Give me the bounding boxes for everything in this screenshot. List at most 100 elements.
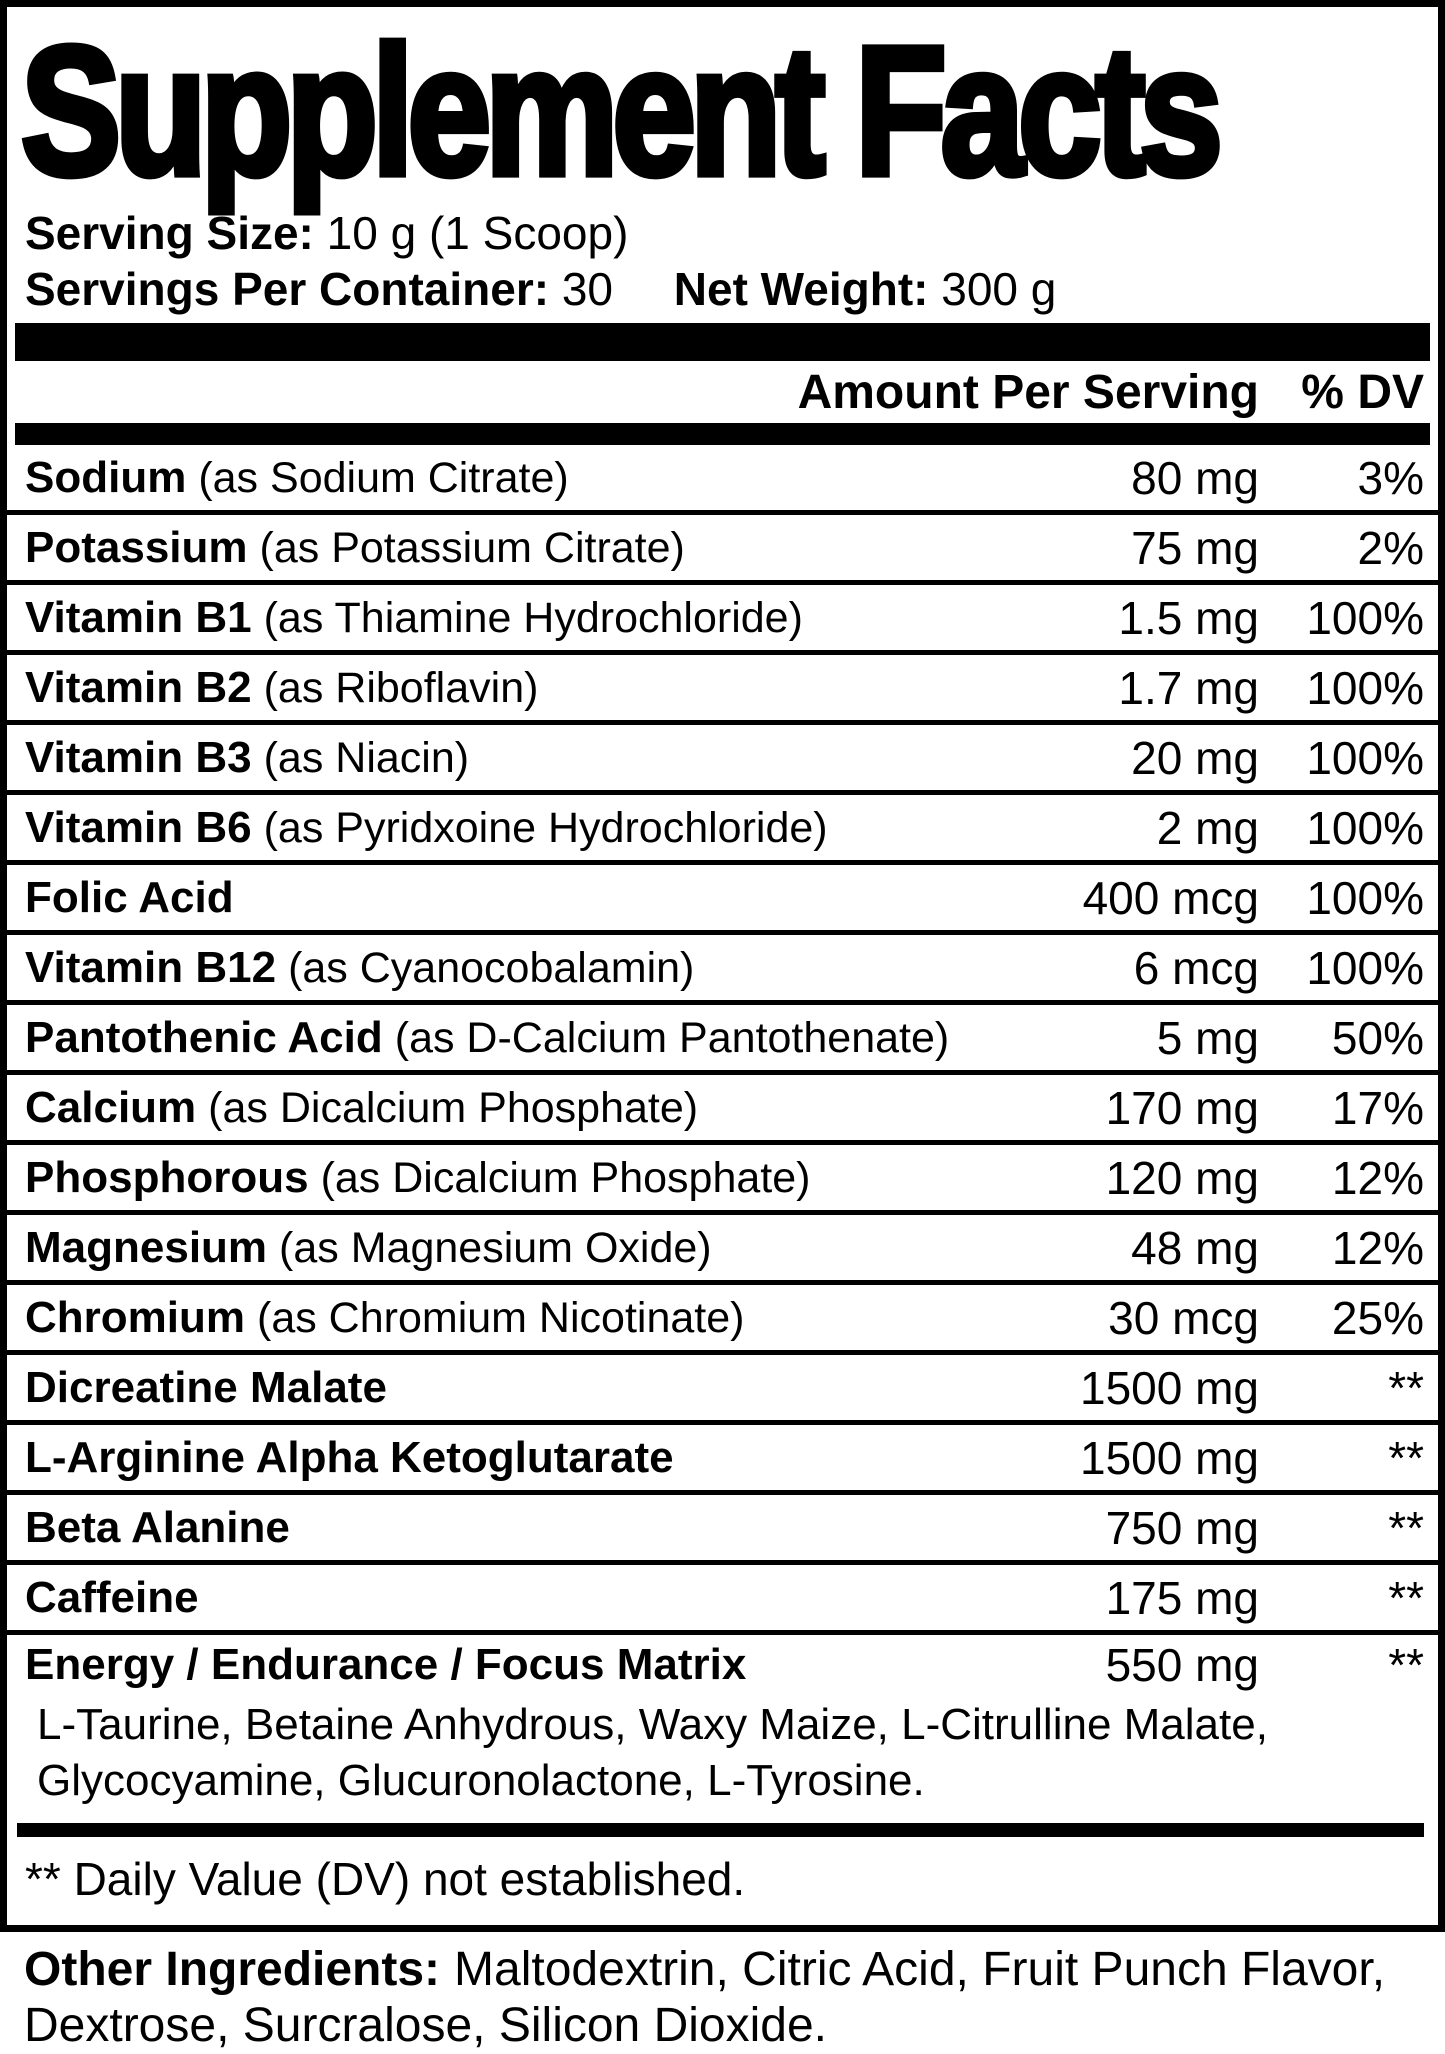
table-row: Sodium (as Sodium Citrate) 80 mg 3%	[7, 445, 1438, 515]
other-ingredients-section: Other Ingredients: Maltodextrin, Citric A…	[0, 1942, 1445, 2054]
ingredient-name: Calcium	[25, 1082, 197, 1132]
divider-bar-thin	[17, 1823, 1424, 1837]
ingredient-name-cell: Folic Acid	[25, 873, 1029, 923]
ingredient-amount: 1500 mg	[1079, 1431, 1259, 1484]
ingredient-name-cell: Vitamin B1 (as Thiamine Hydrochloride)	[25, 593, 1029, 643]
ingredient-dv: 3%	[1357, 451, 1424, 504]
ingredient-name-cell: Vitamin B2 (as Riboflavin)	[25, 663, 1029, 713]
ingredient-name-cell: Beta Alanine	[25, 1503, 1029, 1553]
table-row: Energy / Endurance / Focus Matrix 550 mg…	[7, 1635, 1438, 1695]
ingredient-name-cell: Potassium (as Potassium Citrate)	[25, 523, 1029, 573]
ingredient-name: L-Arginine Alpha Ketoglutarate	[25, 1432, 674, 1482]
ingredient-dv: **	[1388, 1431, 1424, 1484]
ingredient-amount: 1.7 mg	[1118, 661, 1259, 714]
ingredient-name-cell: Dicreatine Malate	[25, 1363, 1029, 1413]
serving-size-line: Serving Size: 10 g (1 Scoop)	[7, 205, 1438, 261]
ingredient-amount: 30 mcg	[1108, 1291, 1259, 1344]
nutrient-rows: Sodium (as Sodium Citrate) 80 mg 3% Potas…	[7, 445, 1438, 1695]
ingredient-dv: 25%	[1331, 1291, 1424, 1344]
ingredient-amount: 48 mg	[1131, 1221, 1259, 1274]
ingredient-amount: 6 mcg	[1133, 941, 1259, 994]
table-row: Caffeine 175 mg **	[7, 1565, 1438, 1635]
table-row: L-Arginine Alpha Ketoglutarate 1500 mg *…	[7, 1425, 1438, 1495]
table-row: Vitamin B6 (as Pyridxoine Hydrochloride) …	[7, 795, 1438, 865]
ingredient-dv: 17%	[1331, 1081, 1424, 1134]
ingredient-name: Beta Alanine	[25, 1502, 290, 1552]
ingredient-amount: 750 mg	[1105, 1501, 1259, 1554]
table-row: Potassium (as Potassium Citrate) 75 mg 2%	[7, 515, 1438, 585]
ingredient-name-cell: Magnesium (as Magnesium Oxide)	[25, 1223, 1029, 1273]
ingredient-source-detail: (as Potassium Citrate)	[259, 523, 685, 572]
table-row: Magnesium (as Magnesium Oxide) 48 mg 12%	[7, 1215, 1438, 1285]
net-weight-group: Net Weight: 300 g	[674, 261, 1057, 317]
ingredient-dv: **	[1388, 1361, 1424, 1414]
ingredient-source-detail: (as D-Calcium Pantothenate)	[394, 1013, 950, 1062]
ingredient-source-detail: (as Magnesium Oxide)	[279, 1223, 712, 1272]
table-header-row: Amount Per Serving % DV	[7, 361, 1438, 423]
ingredient-name: Sodium	[25, 452, 187, 502]
ingredient-name-cell: Sodium (as Sodium Citrate)	[25, 453, 1029, 503]
ingredient-name: Vitamin B6	[25, 802, 252, 852]
table-row: Beta Alanine 750 mg **	[7, 1495, 1438, 1565]
ingredient-amount: 120 mg	[1105, 1151, 1259, 1204]
ingredient-name: Energy / Endurance / Focus Matrix	[25, 1640, 747, 1689]
ingredient-name: Dicreatine Malate	[25, 1362, 387, 1412]
table-row: Pantothenic Acid (as D-Calcium Pantothena…	[7, 1005, 1438, 1075]
ingredient-dv: **	[1388, 1571, 1424, 1624]
ingredient-source-detail: (as Pyridxoine Hydrochloride)	[263, 803, 828, 852]
table-row: Phosphorous (as Dicalcium Phosphate) 120 …	[7, 1145, 1438, 1215]
ingredient-name: Magnesium	[25, 1222, 268, 1272]
ingredient-name: Vitamin B12	[25, 942, 277, 992]
ingredient-name: Pantothenic Acid	[25, 1012, 383, 1062]
ingredient-name-cell: Energy / Endurance / Focus Matrix	[25, 1640, 1029, 1690]
title-wrap: Supplement Facts	[7, 8, 1438, 213]
ingredient-source-detail: (as Sodium Citrate)	[198, 453, 569, 502]
percent-dv-header: % DV	[1301, 365, 1424, 419]
net-weight-label: Net Weight:	[673, 263, 929, 315]
ingredient-name-cell: Calcium (as Dicalcium Phosphate)	[25, 1083, 1029, 1133]
table-row: Folic Acid 400 mcg 100%	[7, 865, 1438, 935]
ingredient-name-cell: Vitamin B6 (as Pyridxoine Hydrochloride)	[25, 803, 1029, 853]
table-row: Calcium (as Dicalcium Phosphate) 170 mg 1…	[7, 1075, 1438, 1145]
ingredient-name: Vitamin B2	[25, 662, 252, 712]
ingredient-amount: 20 mg	[1131, 731, 1259, 784]
ingredient-amount: 175 mg	[1105, 1571, 1259, 1624]
table-row: Dicreatine Malate 1500 mg **	[7, 1355, 1438, 1425]
ingredient-name-cell: Phosphorous (as Dicalcium Phosphate)	[25, 1153, 1029, 1203]
ingredient-source-detail: (as Cyanocobalamin)	[288, 943, 695, 992]
net-weight-value: 300 g	[941, 263, 1057, 315]
servings-line: Servings Per Container: 30 Net Weight: 3…	[7, 261, 1438, 317]
ingredient-source-detail: (as Dicalcium Phosphate)	[320, 1153, 811, 1202]
ingredient-name: Vitamin B3	[25, 732, 252, 782]
ingredient-amount: 5 mg	[1156, 1011, 1259, 1064]
ingredient-dv: 100%	[1306, 591, 1424, 644]
amount-per-serving-header: Amount Per Serving	[797, 365, 1259, 419]
ingredient-dv: 100%	[1306, 731, 1424, 784]
ingredient-name-cell: L-Arginine Alpha Ketoglutarate	[25, 1433, 1029, 1483]
ingredient-amount: 170 mg	[1105, 1081, 1259, 1134]
table-row: Vitamin B3 (as Niacin) 20 mg 100%	[7, 725, 1438, 795]
ingredient-amount: 1.5 mg	[1118, 591, 1259, 644]
table-row: Vitamin B1 (as Thiamine Hydrochloride) 1.…	[7, 585, 1438, 655]
ingredient-amount: 1500 mg	[1079, 1361, 1259, 1414]
ingredient-name: Caffeine	[25, 1572, 199, 1622]
ingredient-source-detail: (as Niacin)	[263, 733, 470, 782]
ingredient-dv: **	[1388, 1501, 1424, 1554]
daily-value-footnote: ** Daily Value (DV) not established.	[25, 1853, 746, 1905]
ingredient-name-cell: Vitamin B3 (as Niacin)	[25, 733, 1029, 783]
table-row: Vitamin B2 (as Riboflavin) 1.7 mg 100%	[7, 655, 1438, 725]
ingredient-amount: 2 mg	[1156, 801, 1259, 854]
servings-per-container-value: 30	[561, 263, 613, 315]
ingredient-source-detail: (as Thiamine Hydrochloride)	[263, 593, 803, 642]
panel-title: Supplement Facts	[18, 8, 1226, 213]
serving-size-label: Serving Size:	[25, 207, 314, 259]
ingredient-name-cell: Vitamin B12 (as Cyanocobalamin)	[25, 943, 1029, 993]
ingredient-amount: 550 mg	[1105, 1639, 1259, 1691]
ingredient-source-detail: (as Dicalcium Phosphate)	[208, 1083, 699, 1132]
ingredient-dv: 100%	[1306, 871, 1424, 924]
matrix-ingredients-text: L-Taurine, Betaine Anhydrous, Waxy Maize…	[37, 1700, 1268, 1805]
table-row: Chromium (as Chromium Nicotinate) 30 mcg …	[7, 1285, 1438, 1355]
ingredient-name: Folic Acid	[25, 872, 234, 922]
supplement-facts-panel: Supplement Facts Serving Size: 10 g (1 S…	[0, 0, 1445, 1932]
